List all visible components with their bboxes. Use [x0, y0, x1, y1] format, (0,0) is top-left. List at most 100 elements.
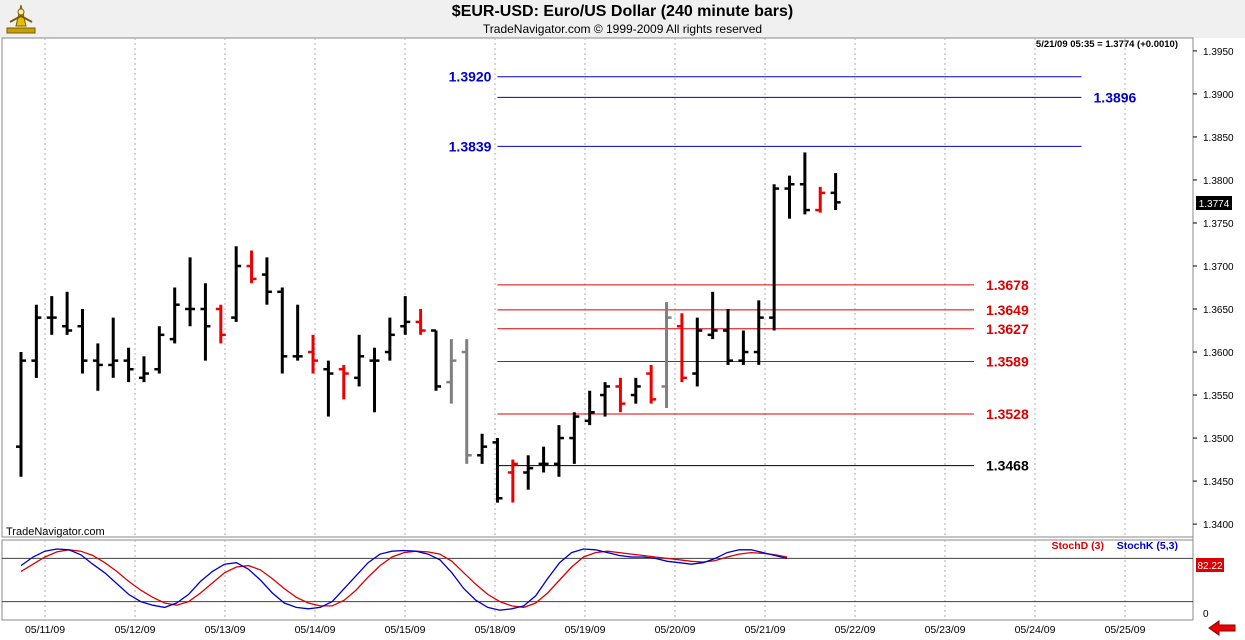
ohlc-bar: [292, 304, 303, 361]
level-label: 1.3678: [986, 277, 1029, 293]
stoch-zero-label: 0: [1203, 609, 1209, 620]
ohlc-bar: [569, 412, 580, 464]
ohlc-bar: [92, 343, 103, 391]
ohlc-bar: [62, 291, 73, 335]
ohlc-bar: [308, 334, 319, 374]
chart-subtitle: TradeNavigator.com © 1999-2009 All right…: [482, 22, 763, 36]
y-tick-label: 1.3650: [1203, 305, 1234, 316]
level-label: 1.3920: [449, 69, 492, 85]
x-tick-label: 05/14/09: [295, 624, 336, 636]
level-label: 1.3839: [449, 138, 492, 154]
ohlc-bar: [323, 360, 334, 417]
ohlc-bar: [477, 433, 488, 464]
ohlc-bar: [676, 313, 687, 383]
x-tick-label: 05/25/09: [1105, 624, 1146, 636]
last-quote-text: 5/21/09 05:35 = 1.3774 (+0.0010): [1036, 39, 1178, 50]
y-tick-label: 1.3850: [1203, 133, 1234, 144]
axes: 05/11/09 05/12/09 05/13/09 05/14/09 05/15/09…: [25, 47, 1234, 636]
level-lines: 1.3920 1.3896 1.3839 1.3678 1.3649 1.3627 1.35…: [449, 69, 1137, 474]
ohlc-bar: [261, 257, 272, 305]
right-axis-area: [1193, 38, 1245, 640]
y-tick-label: 1.3400: [1203, 520, 1234, 531]
price-plot-frame: [1, 37, 1194, 538]
ohlc-bar: [492, 438, 503, 503]
ohlc-bar: [31, 304, 42, 378]
ohlc-bar: [108, 317, 119, 378]
y-tick-label: 1.3700: [1203, 262, 1234, 273]
ohlc-bar: [600, 382, 611, 417]
ohlc-bar: [784, 175, 795, 219]
ohlc-bar: [338, 364, 349, 400]
stoch-k-label: StochK (5,3): [1117, 540, 1178, 552]
ohlc-bar: [154, 326, 165, 374]
ohlc-bar: [753, 300, 764, 365]
ohlc-bar: [461, 339, 472, 464]
ohlc-bar: [369, 347, 380, 413]
y-tick-label: 1.3500: [1203, 434, 1234, 445]
ohlc-bar: [415, 309, 426, 335]
level-label: 1.3528: [986, 406, 1029, 422]
ohlc-bar: [16, 352, 26, 477]
y-tick-label: 1.3900: [1203, 90, 1234, 101]
y-tick-label: 1.3800: [1203, 176, 1234, 187]
ohlc-bar: [507, 459, 518, 503]
x-tick-label: 05/13/09: [205, 624, 246, 636]
y-tick-label: 1.3950: [1203, 47, 1234, 58]
ohlc-bar: [646, 364, 657, 404]
stoch-d-line: [20, 549, 788, 609]
last-price-tag: 1.3774: [1196, 196, 1232, 210]
ohlc-bar: [738, 330, 749, 365]
ohlc-bar: [246, 250, 257, 284]
x-tick-label: 05/20/09: [655, 624, 696, 636]
y-tick-label: 1.3750: [1203, 219, 1234, 230]
level-label: 1.3627: [986, 321, 1029, 337]
ohlc-bar: [200, 283, 211, 361]
ohlc-bar: [430, 329, 441, 391]
last-price-text: 1.3774: [1199, 199, 1230, 210]
x-tick-label: 05/22/09: [835, 624, 876, 636]
x-tick-label: 05/21/09: [745, 624, 786, 636]
ohlc-bar: [169, 287, 180, 344]
x-tick-label: 05/18/09: [475, 624, 516, 636]
ohlc-bar: [185, 257, 196, 327]
stoch-value-text: 82.22: [1197, 561, 1222, 572]
ohlc-bar: [584, 390, 595, 426]
ohlc-bar: [723, 309, 734, 365]
stoch-k-line: [20, 548, 788, 611]
x-tick-label: 05/19/09: [565, 624, 606, 636]
ohlc-bar: [661, 302, 672, 408]
ohlc-bar: [446, 339, 457, 404]
ohlc-bar: [231, 246, 242, 322]
chart-header: $EUR-USD: Euro/US Dollar (240 minute bar…: [0, 0, 1245, 38]
ohlc-bar: [815, 186, 826, 213]
ohlc-bar: [523, 455, 534, 490]
ohlc-bar: [384, 317, 395, 361]
ohlc-bar: [630, 377, 641, 404]
x-tick-label: 05/23/09: [925, 624, 966, 636]
x-tick-label: 05/11/09: [25, 624, 65, 636]
x-tick-label: 05/24/09: [1015, 624, 1056, 636]
ohlc-bar: [692, 317, 703, 387]
text-labels: TradeNavigator.com 5/21/09 05:35 = 1.377…: [6, 39, 1209, 620]
ohlc-bar: [277, 287, 288, 374]
scroll-left-arrow-icon[interactable]: [1207, 620, 1237, 636]
ohlc-bar: [799, 152, 810, 215]
y-tick-label: 1.3450: [1203, 477, 1234, 488]
stochastic-panel: [2, 548, 1193, 611]
x-tick-label: 05/15/09: [385, 624, 426, 636]
level-label: 1.3468: [986, 458, 1029, 474]
ohlc-bar: [123, 347, 134, 383]
ohlc-bar: [138, 356, 149, 383]
grid-lines: [1, 37, 1245, 640]
price-bars: [16, 152, 841, 503]
ohlc-bar: [215, 304, 226, 344]
ohlc-bar: [354, 334, 365, 387]
ohlc-bar: [553, 425, 564, 477]
level-label: 1.3896: [1094, 89, 1137, 105]
ohlc-bar: [538, 446, 549, 473]
ohlc-bar: [769, 184, 780, 331]
ohlc-bar: [615, 377, 626, 413]
tradenavigator-logo-icon[interactable]: [4, 2, 38, 36]
ohlc-bar: [46, 296, 57, 335]
